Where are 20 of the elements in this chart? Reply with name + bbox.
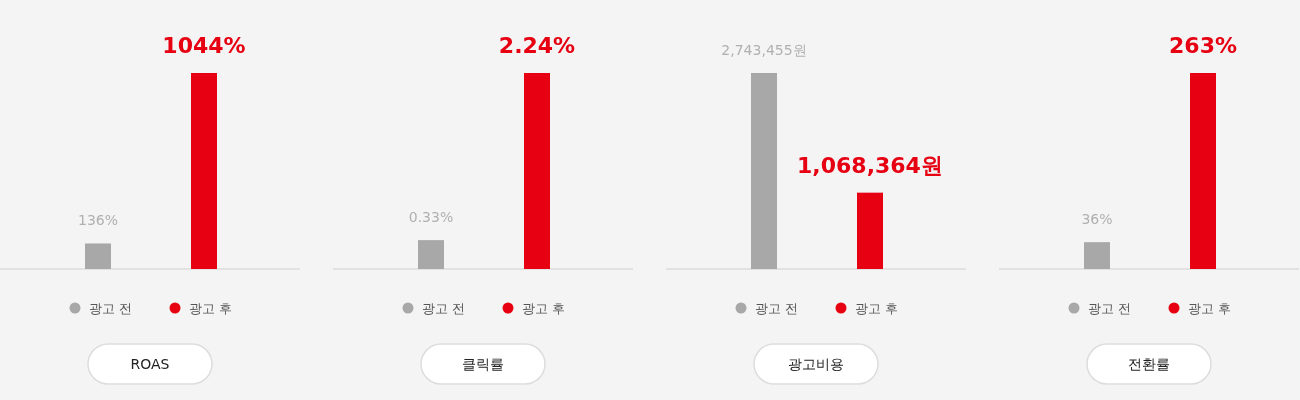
data-label: 1044% [162, 33, 246, 58]
data-label: 2.24% [498, 33, 576, 58]
text: 전환률 [1128, 356, 1170, 372]
x-tick-label: 광고 전 [1088, 301, 1132, 316]
data-label: 263% [1169, 33, 1237, 58]
x-tick-label: 광고 후 [1188, 301, 1232, 316]
x-tick-label: 광고 후 [855, 301, 899, 316]
data-label: 136% [77, 212, 119, 229]
data-label: 1,068,364원 [797, 152, 943, 178]
x-tick-label: 광고 전 [422, 301, 466, 316]
x-tick-label: 광고 후 [189, 301, 233, 316]
data-label: 2,743,455원 [721, 42, 807, 58]
data-label: 36% [1081, 211, 1113, 228]
x-tick-label: 광고 전 [89, 301, 133, 316]
text: 광고비용 [788, 356, 844, 372]
text: ROAS [130, 356, 170, 372]
x-tick-label: 광고 전 [755, 301, 799, 316]
text: 클릭률 [462, 356, 504, 372]
x-tick-label: 광고 후 [522, 301, 566, 316]
data-label: 0.33% [408, 209, 454, 226]
